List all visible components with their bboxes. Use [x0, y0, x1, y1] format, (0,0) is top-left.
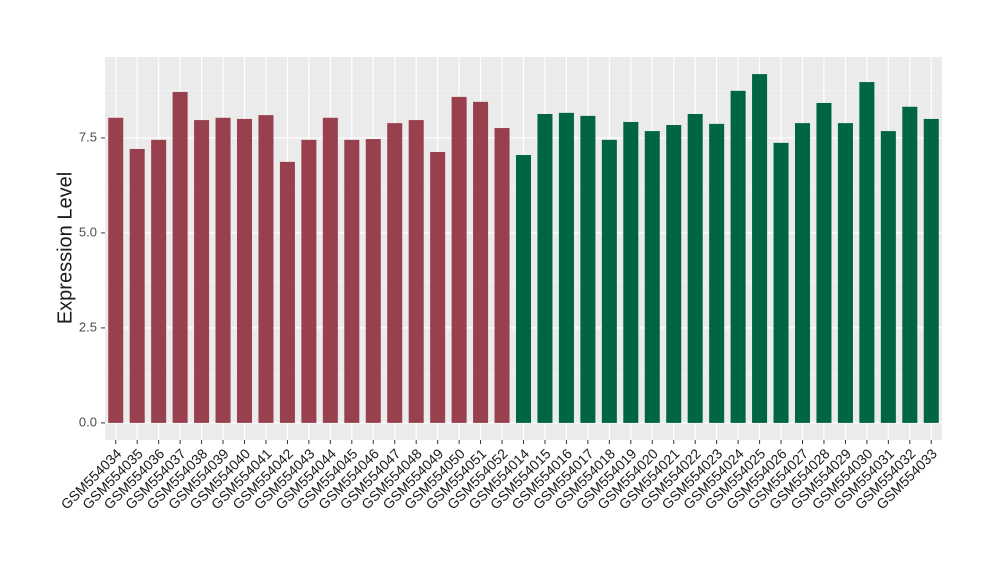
bar [301, 139, 317, 423]
bar [172, 91, 188, 423]
bar [880, 131, 896, 423]
bar [344, 139, 360, 423]
bar [902, 106, 918, 423]
bar [515, 155, 532, 423]
y-tick-label: 0.0 [79, 414, 97, 429]
bar [923, 118, 939, 423]
bar [687, 113, 703, 423]
y-axis-title: Expression Level [54, 172, 76, 324]
bar [537, 113, 553, 423]
bar [408, 120, 424, 423]
y-tick-label: 5.0 [79, 224, 97, 239]
bar [473, 101, 489, 423]
bar [601, 139, 617, 423]
bar [108, 117, 124, 423]
bar [451, 96, 467, 423]
bar [322, 117, 338, 423]
bar [258, 115, 274, 423]
bar [558, 112, 574, 423]
bar [752, 74, 768, 423]
bar [859, 82, 875, 423]
bar [279, 161, 295, 423]
bar [215, 117, 231, 423]
bar [387, 123, 403, 423]
bar [430, 151, 446, 423]
bar [709, 123, 725, 423]
bar [730, 90, 746, 423]
bar [644, 131, 660, 423]
bar [129, 148, 145, 423]
bar [794, 123, 811, 423]
bar [365, 139, 381, 423]
bar [773, 142, 789, 423]
bar [580, 115, 596, 423]
y-tick-label: 2.5 [79, 319, 97, 334]
bar [816, 102, 832, 423]
bar [151, 139, 167, 423]
y-tick-label: 7.5 [79, 129, 97, 144]
bar [623, 121, 639, 423]
bar [666, 125, 682, 423]
bar [236, 118, 253, 423]
bar [837, 123, 853, 423]
bar [494, 128, 510, 423]
bar [194, 120, 210, 423]
